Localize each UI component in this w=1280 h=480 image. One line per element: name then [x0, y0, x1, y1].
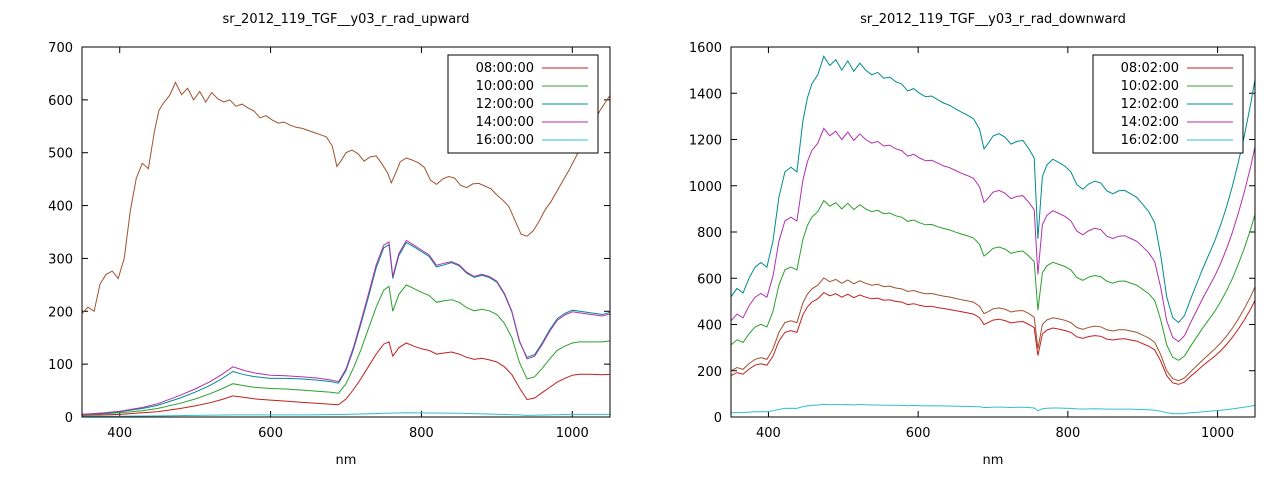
chart-plot-upward: 400 600 800 1000 0 100 200 300 400 500 600 700 08:00…: [48, 41, 611, 441]
legend-label: 16:00:00: [476, 133, 534, 148]
legend-label: 08:00:00: [476, 61, 534, 76]
plot-border: [81, 46, 611, 418]
x-tick-label: 800: [409, 426, 434, 441]
x-tick-label: 1000: [556, 426, 589, 441]
chart-title-upward: sr_2012_119_TGF__y03_r_rad_upward: [222, 12, 470, 27]
plot-border: [730, 46, 1256, 418]
legend-label: 14:00:00: [476, 115, 534, 130]
legend-label: 12:02:00: [1121, 97, 1179, 112]
legend-label: 14:02:00: [1121, 115, 1179, 130]
series-t1600: [81, 412, 610, 417]
series-t1000: [81, 284, 611, 416]
legend-label: 16:02:00: [1121, 133, 1179, 148]
x-axis-label-downward: nm: [982, 453, 1004, 468]
x-tick-label: 600: [258, 426, 283, 441]
series-reference-brown: [81, 81, 611, 314]
series-t1002: [730, 199, 1256, 361]
legend-label: 10:02:00: [1121, 79, 1179, 94]
chart-title-downward: sr_2012_119_TGF__y03_r_rad_downward: [860, 12, 1126, 27]
x-tick-label: 400: [107, 426, 132, 441]
legend-label: 08:02:00: [1121, 61, 1179, 76]
x-tick-label: 1000: [1201, 426, 1234, 441]
series-reference-brown: [730, 277, 1256, 382]
y-tick-label: 300: [48, 252, 73, 267]
chart-plot-downward: 400 600 800 1000 0 200 400 600 800 1000 1200 1400 16…: [689, 41, 1256, 441]
legend-label: 12:00:00: [476, 97, 534, 112]
y-tick-label: 0: [65, 411, 73, 426]
y-tick-label: 1400: [689, 87, 722, 102]
y-tick-label: 500: [48, 147, 73, 162]
series-t1400: [81, 239, 611, 415]
series-t1200: [81, 241, 611, 415]
series-t0802: [730, 291, 1256, 385]
y-tick-label: 200: [48, 305, 73, 320]
x-tick-label: 400: [756, 426, 781, 441]
y-tick-label: 200: [697, 365, 722, 380]
y-tick-label: 400: [697, 319, 722, 334]
series-t1402: [730, 127, 1256, 343]
y-tick-label: 700: [48, 41, 73, 56]
y-tick-label: 0: [714, 411, 722, 426]
series-t1202: [730, 55, 1256, 324]
y-tick-label: 800: [697, 226, 722, 241]
legend-label: 10:00:00: [476, 79, 534, 94]
chart-upward: sr_2012_119_TGF__y03_r_rad_upward 400 600…: [48, 12, 611, 468]
y-tick-label: 100: [48, 358, 73, 373]
y-tick-label: 400: [48, 200, 73, 215]
y-tick-label: 1000: [689, 180, 722, 195]
y-tick-label: 1200: [689, 134, 722, 149]
y-tick-label: 600: [48, 94, 73, 109]
x-axis-label-upward: nm: [335, 453, 357, 468]
series-t0800: [81, 341, 611, 416]
x-tick-label: 600: [906, 426, 931, 441]
x-tick-label: 800: [1055, 426, 1080, 441]
y-tick-label: 600: [697, 272, 722, 287]
y-tick-label: 1600: [689, 41, 722, 56]
series-t1602: [730, 403, 1256, 415]
chart-downward: sr_2012_119_TGF__y03_r_rad_downward 400 6…: [640, 0, 1280, 480]
